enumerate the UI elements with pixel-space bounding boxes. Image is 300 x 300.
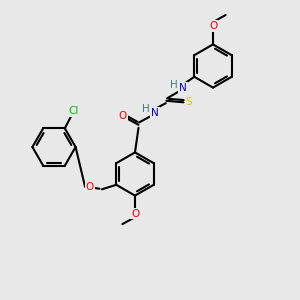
Text: O: O xyxy=(209,21,217,31)
Text: O: O xyxy=(118,111,127,121)
Text: H: H xyxy=(170,80,178,90)
Text: O: O xyxy=(131,208,139,219)
Text: N: N xyxy=(151,108,159,118)
Text: H: H xyxy=(142,104,150,114)
Text: S: S xyxy=(186,97,192,107)
Text: Cl: Cl xyxy=(68,106,78,116)
Text: N: N xyxy=(179,83,187,93)
Text: O: O xyxy=(86,182,94,192)
